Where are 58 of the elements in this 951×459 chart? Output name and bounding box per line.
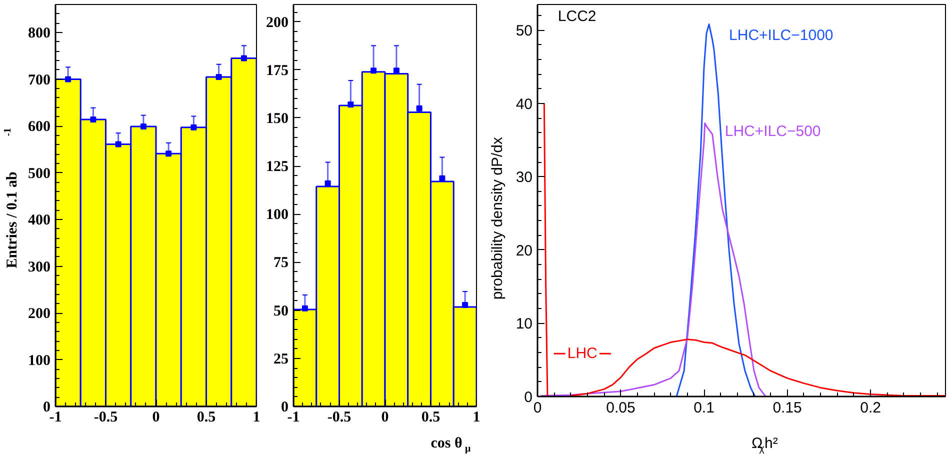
point <box>416 105 422 112</box>
y-tick-label: 600 <box>28 119 50 136</box>
series-label: LHC+ILC−500 <box>724 122 821 140</box>
y-tick-label: 75 <box>274 255 288 272</box>
y-tick-label: 100 <box>28 352 50 369</box>
x-tick-label: -1 <box>49 410 62 426</box>
x-tick-label: 0.1 <box>694 400 714 416</box>
y-tick-label: 150 <box>266 110 288 127</box>
point <box>190 124 197 130</box>
y-axis-title: probability density dP/dx <box>489 136 506 300</box>
x-tick-label: 0.15 <box>772 400 802 416</box>
y-tick-label: 125 <box>266 159 288 176</box>
line-series <box>570 338 946 396</box>
y-tick-label: 200 <box>266 14 288 31</box>
y-tick-label: 25 <box>274 351 288 368</box>
x-tick-label: 1 <box>252 410 260 426</box>
y-tick-label: 800 <box>28 26 50 42</box>
point <box>462 302 468 308</box>
x-tick-label: 0.05 <box>606 400 636 416</box>
point <box>240 55 247 62</box>
y-tick-label: 20 <box>516 242 533 260</box>
y-tick-label: 10 <box>516 316 533 333</box>
x-tick-label: 0.2 <box>860 400 881 416</box>
series-label: LHC+ILC−1000 <box>729 26 834 44</box>
point <box>302 305 308 312</box>
y-tick-label: 40 <box>516 96 533 113</box>
y-tick-label: 700 <box>28 72 50 88</box>
y-tick-label: 50 <box>516 22 533 40</box>
text: Entries / 0.1 ab-1 <box>2 128 20 268</box>
x-tick-label: 0.5 <box>421 410 440 426</box>
point <box>348 102 354 108</box>
point <box>65 76 72 82</box>
point <box>166 150 172 157</box>
point <box>140 124 146 130</box>
x-tick-label: 0.5 <box>196 410 216 426</box>
y-tick-label: 200 <box>28 306 50 322</box>
x-tick-label: -0.5 <box>94 410 118 426</box>
point <box>216 74 222 80</box>
y-tick-label: 100 <box>266 207 288 224</box>
point <box>90 116 96 122</box>
point <box>115 141 122 148</box>
y-tick-label: 175 <box>266 62 288 79</box>
annotation: LCC2 <box>558 8 596 25</box>
x-tick-label: 1 <box>472 410 480 426</box>
y-tick-label: 50 <box>274 303 288 320</box>
y-tick-label: 300 <box>28 259 50 276</box>
y-tick-label: 30 <box>516 169 533 186</box>
point <box>324 180 331 186</box>
legend-label: LHC <box>567 345 598 362</box>
y-tick-label: 400 <box>28 212 50 229</box>
y-tick-label: 0 <box>524 389 532 406</box>
point <box>439 175 446 182</box>
x-tick-label: 0 <box>381 410 389 426</box>
y-tick-label: 500 <box>28 166 50 182</box>
x-tick-label: -0.5 <box>327 410 352 426</box>
x-tick-label: 0 <box>152 410 160 426</box>
x-tick-label: -1 <box>287 410 300 426</box>
point <box>370 68 377 74</box>
